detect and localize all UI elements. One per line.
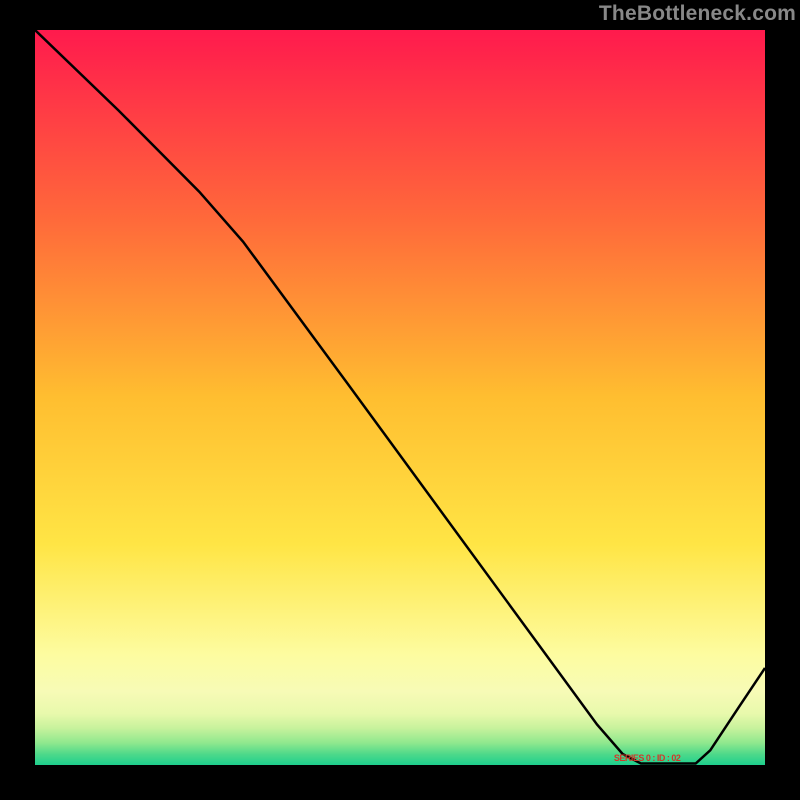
chart-curve (35, 30, 765, 765)
chart-plot-area: SERIES 0 : ID : 02 (35, 30, 765, 765)
series-marker-label: SERIES 0 : ID : 02 (614, 753, 681, 763)
attribution-text: TheBottleneck.com (599, 2, 796, 26)
